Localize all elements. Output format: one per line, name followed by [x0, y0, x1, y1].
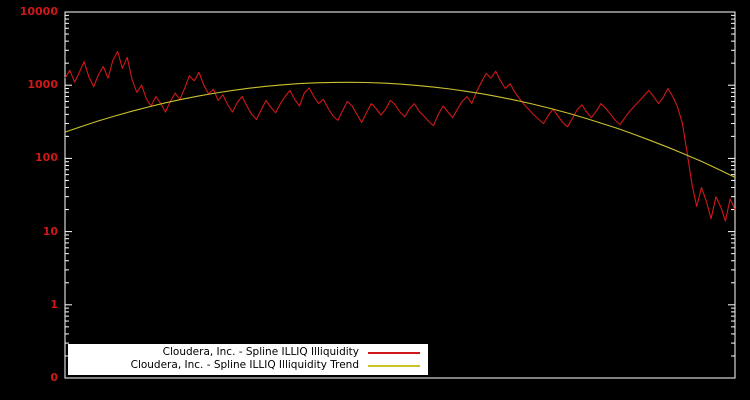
legend-item: Cloudera, Inc. - Spline ILLIQ Illiquidit… — [76, 359, 420, 372]
legend-label-illiquidity: Cloudera, Inc. - Spline ILLIQ Illiquidit… — [162, 346, 359, 358]
series-line-1 — [64, 81, 736, 178]
legend-line-sample-trend — [368, 364, 420, 367]
legend-item: Cloudera, Inc. - Spline ILLIQ Illiquidit… — [76, 346, 420, 359]
legend-line-sample-illiquidity — [368, 351, 420, 354]
legend: Cloudera, Inc. - Spline ILLIQ Illiquidit… — [68, 344, 428, 375]
plot-frame — [64, 11, 736, 379]
series-line-0 — [64, 50, 736, 222]
legend-label-trend: Cloudera, Inc. - Spline ILLIQ Illiquidit… — [130, 359, 359, 371]
